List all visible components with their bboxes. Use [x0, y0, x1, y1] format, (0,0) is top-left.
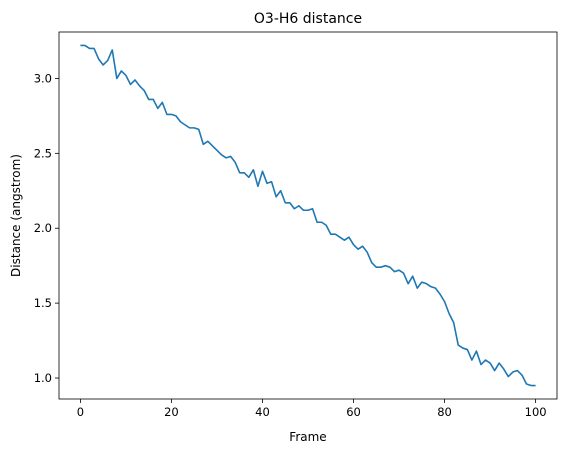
x-tick-label: 0	[77, 405, 84, 419]
chart-title: O3-H6 distance	[254, 11, 362, 27]
x-tick-label: 20	[164, 405, 179, 419]
y-axis-label: Distance (angstrom)	[9, 154, 23, 277]
x-tick-label: 60	[346, 405, 361, 419]
y-tick-label: 2.0	[34, 221, 52, 235]
y-tick-label: 3.0	[34, 71, 52, 85]
y-tick-label: 1.0	[34, 371, 52, 385]
series-line-0	[80, 44, 536, 387]
y-tick-label: 1.5	[34, 296, 52, 310]
x-axis-label: Frame	[289, 430, 326, 444]
x-tick-label: 40	[255, 405, 270, 419]
x-tick-label: 80	[437, 405, 452, 419]
plot-frame	[58, 31, 558, 400]
y-tick-label: 2.5	[34, 146, 52, 160]
x-tick-label: 100	[525, 405, 547, 419]
